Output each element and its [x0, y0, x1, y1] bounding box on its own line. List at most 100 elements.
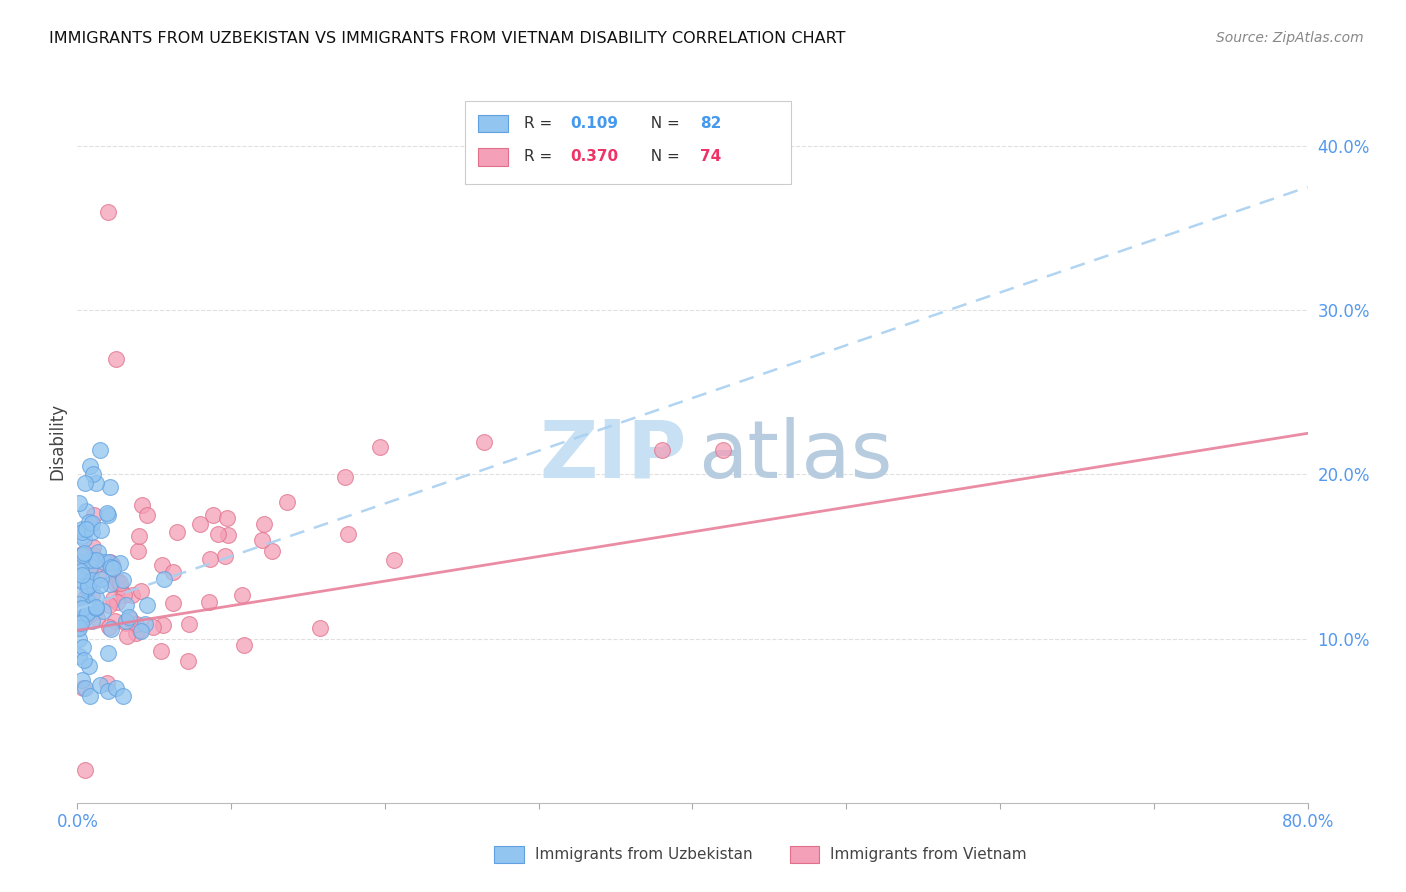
Point [150, 558, 173, 573]
Point [101, 592, 124, 607]
Point [70, 601, 93, 615]
Point [97, 555, 120, 569]
Point [76, 594, 98, 608]
Text: Immigrants from Uzbekistan: Immigrants from Uzbekistan [536, 847, 752, 863]
Point [97, 646, 120, 660]
Point [96, 675, 118, 690]
Point [73, 653, 96, 667]
Point [86, 611, 108, 625]
Point [69, 564, 91, 578]
Point [108, 575, 131, 590]
Point [73, 546, 96, 560]
Point [97, 204, 120, 219]
Point [84, 559, 107, 574]
Point [104, 681, 127, 695]
Point [80, 553, 103, 567]
Point [93, 555, 115, 569]
Point [198, 595, 221, 609]
Text: N =: N = [641, 116, 685, 131]
Point [262, 544, 284, 558]
Point [233, 638, 256, 652]
Point [83, 508, 105, 522]
Text: atlas: atlas [699, 417, 893, 495]
Point [97, 684, 120, 698]
Point [67, 598, 90, 612]
Point [75, 522, 97, 536]
Point [121, 587, 143, 601]
Point [82, 587, 104, 601]
Point [82, 467, 104, 482]
Point [86, 591, 108, 605]
Point [651, 442, 673, 457]
Text: N =: N = [641, 149, 685, 164]
Point [98, 555, 121, 569]
Point [70, 529, 93, 543]
Y-axis label: Disability: Disability [48, 403, 66, 480]
Point [67, 617, 90, 632]
Point [107, 574, 129, 589]
Point [276, 495, 298, 509]
Point [91, 604, 114, 618]
Point [89, 677, 111, 691]
Point [100, 622, 122, 636]
Point [72, 548, 94, 562]
Text: R =: R = [524, 116, 557, 131]
Point [118, 611, 141, 625]
Point [201, 508, 224, 523]
Text: 0.109: 0.109 [571, 116, 619, 131]
Point [125, 625, 148, 640]
Point [73, 681, 96, 695]
Point [76, 606, 98, 620]
Point [70, 673, 93, 687]
Point [162, 596, 184, 610]
Point [115, 598, 138, 612]
Point [89, 442, 111, 457]
Point [67, 572, 90, 586]
Point [134, 617, 156, 632]
Point [177, 654, 200, 668]
Point [67, 620, 90, 634]
Point [69, 615, 91, 630]
Point [111, 574, 134, 588]
Point [70, 568, 93, 582]
Point [112, 588, 135, 602]
Point [79, 560, 101, 574]
Point [82, 540, 104, 554]
Point [67, 648, 90, 663]
Point [125, 616, 148, 631]
Point [67, 632, 90, 647]
Point [76, 579, 98, 593]
Point [73, 475, 96, 490]
Point [76, 571, 98, 585]
Point [73, 763, 96, 777]
Point [135, 508, 157, 523]
Point [69, 587, 91, 601]
Point [115, 629, 138, 643]
Point [472, 434, 495, 449]
Point [103, 575, 125, 590]
Point [82, 614, 104, 628]
Point [152, 618, 174, 632]
Point [98, 598, 121, 612]
Text: R =: R = [524, 149, 557, 164]
FancyBboxPatch shape [478, 115, 508, 132]
Point [131, 499, 153, 513]
Point [73, 533, 96, 547]
Point [79, 689, 101, 703]
Text: IMMIGRANTS FROM UZBEKISTAN VS IMMIGRANTS FROM VIETNAM DISABILITY CORRELATION CHA: IMMIGRANTS FROM UZBEKISTAN VS IMMIGRANTS… [49, 31, 846, 46]
Point [73, 601, 96, 615]
Text: 82: 82 [700, 116, 721, 131]
Point [97, 508, 120, 523]
Point [108, 580, 131, 594]
Point [77, 659, 100, 673]
Point [115, 614, 138, 628]
Point [129, 624, 152, 639]
Point [67, 555, 90, 569]
Point [72, 681, 94, 695]
Point [188, 516, 212, 531]
Point [112, 689, 135, 703]
Point [89, 578, 111, 592]
Point [152, 572, 174, 586]
Point [98, 577, 121, 591]
Point [104, 352, 127, 367]
